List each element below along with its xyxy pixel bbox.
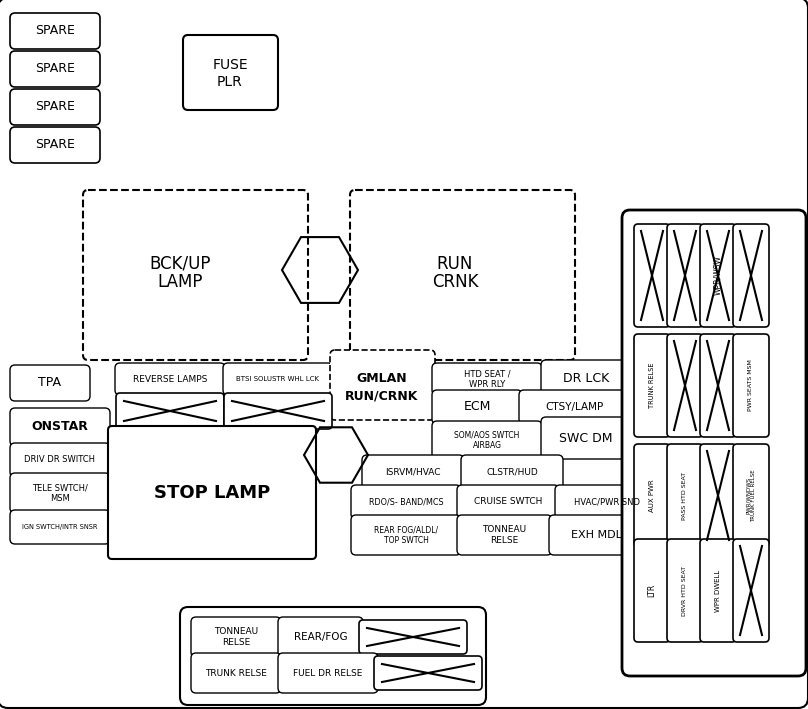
FancyBboxPatch shape xyxy=(541,360,631,396)
FancyBboxPatch shape xyxy=(10,89,100,125)
Text: LTR: LTR xyxy=(647,584,656,597)
Text: TRUNK RELSE: TRUNK RELSE xyxy=(649,363,655,408)
Text: SPARE: SPARE xyxy=(35,62,75,75)
FancyBboxPatch shape xyxy=(700,444,736,547)
Text: CLSTR/HUD: CLSTR/HUD xyxy=(486,467,538,476)
FancyBboxPatch shape xyxy=(733,539,769,642)
FancyBboxPatch shape xyxy=(224,393,332,429)
Text: AUX PWR: AUX PWR xyxy=(649,479,655,512)
FancyBboxPatch shape xyxy=(700,224,736,327)
Text: WPR DWELL: WPR DWELL xyxy=(715,569,721,612)
Text: TONNEAU
RELSE: TONNEAU RELSE xyxy=(214,627,258,647)
Text: WPR/WSW: WPR/WSW xyxy=(713,255,722,296)
Text: ONSTAR: ONSTAR xyxy=(32,420,88,433)
FancyBboxPatch shape xyxy=(351,515,461,555)
Text: BCK/UP: BCK/UP xyxy=(149,255,211,273)
FancyBboxPatch shape xyxy=(10,443,110,477)
FancyBboxPatch shape xyxy=(634,334,670,437)
FancyBboxPatch shape xyxy=(667,334,703,437)
FancyBboxPatch shape xyxy=(432,363,542,395)
Text: CTSY/LAMP: CTSY/LAMP xyxy=(546,402,604,412)
FancyBboxPatch shape xyxy=(83,190,308,360)
FancyBboxPatch shape xyxy=(667,539,703,642)
FancyBboxPatch shape xyxy=(541,417,631,459)
FancyBboxPatch shape xyxy=(191,617,281,657)
FancyBboxPatch shape xyxy=(634,444,670,547)
Text: HTD SEAT /
WPR RLY: HTD SEAT / WPR RLY xyxy=(464,369,511,389)
Text: LAMP: LAMP xyxy=(158,273,203,291)
FancyBboxPatch shape xyxy=(374,656,482,690)
FancyBboxPatch shape xyxy=(733,224,769,327)
Text: HVAC/PWR SND: HVAC/PWR SND xyxy=(574,498,641,506)
FancyBboxPatch shape xyxy=(191,653,281,693)
FancyBboxPatch shape xyxy=(350,190,575,360)
Text: ECM: ECM xyxy=(463,401,490,413)
Text: REVERSE LAMPS: REVERSE LAMPS xyxy=(133,374,207,384)
FancyBboxPatch shape xyxy=(183,35,278,110)
Text: SWC DM: SWC DM xyxy=(559,432,612,445)
Text: FUSE: FUSE xyxy=(213,58,248,72)
FancyBboxPatch shape xyxy=(223,363,333,395)
FancyBboxPatch shape xyxy=(10,365,90,401)
FancyBboxPatch shape xyxy=(10,510,110,544)
FancyBboxPatch shape xyxy=(733,444,769,547)
Text: ISRVM/HVAC: ISRVM/HVAC xyxy=(385,467,440,476)
Text: PLR: PLR xyxy=(217,75,243,89)
FancyBboxPatch shape xyxy=(10,473,110,513)
FancyBboxPatch shape xyxy=(10,51,100,87)
FancyBboxPatch shape xyxy=(634,224,670,327)
FancyBboxPatch shape xyxy=(634,539,670,642)
Text: SPARE: SPARE xyxy=(35,101,75,113)
Text: DRIV DR SWITCH: DRIV DR SWITCH xyxy=(24,455,95,464)
FancyBboxPatch shape xyxy=(549,515,644,555)
FancyBboxPatch shape xyxy=(555,485,660,519)
FancyBboxPatch shape xyxy=(457,515,552,555)
FancyBboxPatch shape xyxy=(700,334,736,437)
Text: PWR SEATS MSM: PWR SEATS MSM xyxy=(748,359,754,411)
Text: PWR/WNDWS
TRUNK FUEL RELSE: PWR/WNDWS TRUNK FUEL RELSE xyxy=(746,469,756,522)
Text: EXH MDL: EXH MDL xyxy=(571,530,622,540)
Text: RDO/S- BAND/MCS: RDO/S- BAND/MCS xyxy=(368,498,444,506)
Text: CRUISE SWTCH: CRUISE SWTCH xyxy=(473,498,542,506)
FancyBboxPatch shape xyxy=(667,444,703,547)
FancyBboxPatch shape xyxy=(461,455,563,489)
Text: TELE SWTCH/
MSM: TELE SWTCH/ MSM xyxy=(32,484,88,503)
Text: TRUNK RELSE: TRUNK RELSE xyxy=(205,669,267,678)
FancyBboxPatch shape xyxy=(115,363,225,395)
Text: TPA: TPA xyxy=(39,376,61,389)
Text: SPARE: SPARE xyxy=(35,25,75,38)
Text: RUN: RUN xyxy=(437,255,473,273)
Text: IGN SWTCH/INTR SNSR: IGN SWTCH/INTR SNSR xyxy=(23,524,98,530)
Text: PASS HTD SEAT: PASS HTD SEAT xyxy=(683,471,688,520)
FancyBboxPatch shape xyxy=(432,390,522,424)
FancyBboxPatch shape xyxy=(278,617,363,657)
FancyBboxPatch shape xyxy=(733,334,769,437)
FancyBboxPatch shape xyxy=(116,393,224,429)
FancyBboxPatch shape xyxy=(10,13,100,49)
FancyBboxPatch shape xyxy=(622,210,806,676)
FancyBboxPatch shape xyxy=(457,485,559,519)
FancyBboxPatch shape xyxy=(10,408,110,446)
Text: REAR FOG/ALDL/
TOP SWTCH: REAR FOG/ALDL/ TOP SWTCH xyxy=(374,525,438,545)
Text: FUEL DR RELSE: FUEL DR RELSE xyxy=(293,669,363,678)
Text: SPARE: SPARE xyxy=(35,138,75,152)
FancyBboxPatch shape xyxy=(10,127,100,163)
FancyBboxPatch shape xyxy=(700,539,736,642)
Text: DRVR HTD SEAT: DRVR HTD SEAT xyxy=(683,566,688,615)
Text: REAR/FOG: REAR/FOG xyxy=(293,632,347,642)
FancyBboxPatch shape xyxy=(359,620,467,654)
Text: SOM/AOS SWTCH
AIRBAG: SOM/AOS SWTCH AIRBAG xyxy=(454,430,520,450)
FancyBboxPatch shape xyxy=(351,485,461,519)
FancyBboxPatch shape xyxy=(362,455,464,489)
Text: RUN/CRNK: RUN/CRNK xyxy=(345,389,419,403)
FancyBboxPatch shape xyxy=(108,426,316,559)
Text: TONNEAU
RELSE: TONNEAU RELSE xyxy=(482,525,527,545)
Text: BTSI SOLUSTR WHL LCK: BTSI SOLUSTR WHL LCK xyxy=(237,376,319,382)
Text: DR LCK: DR LCK xyxy=(563,372,609,384)
FancyBboxPatch shape xyxy=(667,224,703,327)
Text: GMLAN: GMLAN xyxy=(356,372,407,384)
FancyBboxPatch shape xyxy=(278,653,378,693)
FancyBboxPatch shape xyxy=(180,607,486,705)
FancyBboxPatch shape xyxy=(432,421,542,459)
